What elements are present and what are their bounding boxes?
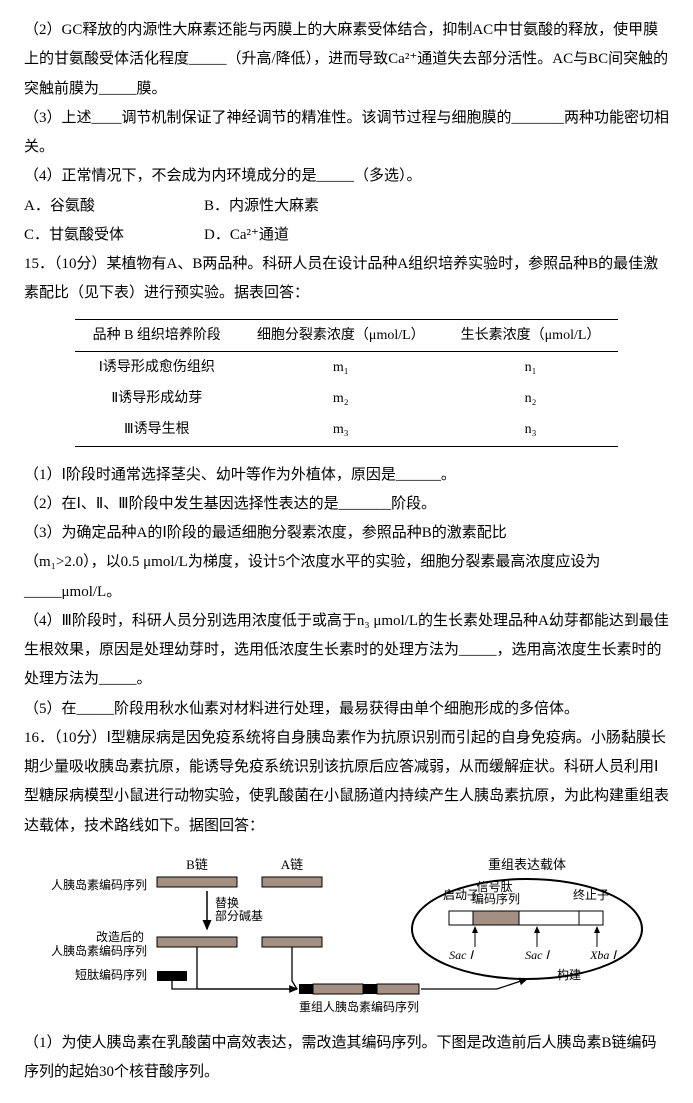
arrow-left-merge-2 (292, 947, 297, 989)
cell: m₂ (239, 383, 443, 414)
label-xba1: Xba Ⅰ (589, 948, 617, 962)
q14-choice-b: B．内源性大麻素 (204, 192, 384, 221)
cell: Ⅱ诱导形成幼芽 (75, 383, 239, 414)
cell: Ⅲ诱导生根 (75, 414, 239, 446)
q16-part1: （1）为使人胰岛素在乳酸菌中高效表达，需改造其编码序列。下图是改造前后人胰岛素B… (24, 1029, 669, 1088)
q14-choices-row2: C．甘氨酸受体 D．Ca²⁺通道 (24, 221, 669, 250)
cell: m₃ (239, 414, 443, 446)
q15-part2: （2）在Ⅰ、Ⅱ、Ⅲ阶段中发生基因选择性表达的是_______阶段。 (24, 490, 669, 519)
cell: n₂ (443, 383, 619, 414)
q15-part4: （4）Ⅲ阶段时，科研人员分别选用浓度低于或高于n₃ μmol/L的生长素处理品种… (24, 607, 669, 695)
q15-part5: （5）在_____阶段用秋水仙素对材料进行处理，最易获得由单个细胞形成的多倍体。 (24, 695, 669, 724)
cell: n₃ (443, 414, 619, 446)
q15-th-1: 细胞分裂素浓度（μmol/L） (239, 319, 443, 351)
q15-stem: 15．（10分）某植物有A、B两品种。科研人员在设计品种A组织培养实验时，参照品… (24, 250, 669, 309)
arrow-build (421, 979, 527, 989)
bar-a-mod (262, 937, 322, 947)
q14-choice-d: D．Ca²⁺通道 (204, 221, 384, 250)
label-build: 构建 (557, 967, 581, 982)
arrow-left-merge-3 (172, 981, 297, 989)
q15-part1: （1）Ⅰ阶段时通常选择茎尖、幼叶等作为外植体，原因是______。 (24, 461, 669, 490)
table-row: Ⅱ诱导形成幼芽 m₂ n₂ (75, 383, 619, 414)
q15-part3a: （3）为确定品种A的Ⅰ阶段的最适细胞分裂素浓度，参照品种B的激素配比 (24, 519, 669, 548)
q16-figure: 人胰岛素编码序列 B链 A链 替换 部分碱基 改造后的 人胰岛素编码序列 短肽编… (24, 851, 669, 1021)
label-terminator: 终止子 (572, 887, 608, 902)
cell: m₁ (239, 351, 443, 383)
q14-part3: （3）上述____调节机制保证了神经调节的精准性。该调节过程与细胞膜的_____… (24, 104, 669, 163)
q15-th-0: 品种 B 组织培养阶段 (75, 319, 239, 351)
table-row: Ⅰ诱导形成愈伤组织 m₁ n₁ (75, 351, 619, 383)
q14-choice-c: C．甘氨酸受体 (24, 221, 204, 250)
q14-choice-a: A．谷氨酸 (24, 192, 204, 221)
bar-short-pep (157, 971, 187, 981)
q14-part4: （4）正常情况下，不会成为内环境成分的是_____（多选）。 (24, 162, 669, 191)
bar-a-chain (262, 877, 322, 887)
q15-part3b: （m₁>2.0），以0.5 μmol/L为梯度，设计5个浓度水平的实验，细胞分裂… (24, 548, 669, 607)
bar-b-mod (157, 937, 237, 947)
label-a-chain: A链 (280, 857, 302, 872)
cell: n₁ (443, 351, 619, 383)
label-insulin-seq: 人胰岛素编码序列 (50, 877, 146, 892)
label-b-chain: B链 (186, 857, 208, 872)
label-vector-title: 重组表达载体 (487, 857, 565, 872)
q14-choices-row1: A．谷氨酸 B．内源性大麻素 (24, 192, 669, 221)
label-signal: 信号肽 编码序列 (471, 879, 519, 906)
gene-cassette (449, 911, 603, 925)
q14-part2: （2）GC释放的内源性大麻素还能与丙膜上的大麻素受体结合，抑制AC中甘氨酸的释放… (24, 16, 669, 104)
q15-th-2: 生长素浓度（μmol/L） (443, 319, 619, 351)
q16-stem: 16．（10分）Ⅰ型糖尿病是因免疫系统将自身胰岛素作为抗原识别而引起的自身免疫病… (24, 724, 669, 841)
label-recomb: 重组人胰岛素编码序列 (298, 999, 418, 1014)
label-sac1-b: Sac Ⅰ (525, 948, 550, 962)
recomb-bar (299, 984, 419, 994)
label-short-pep: 短肽编码序列 (74, 967, 146, 982)
label-sac1-a: Sac Ⅰ (449, 948, 474, 962)
table-row: Ⅲ诱导生根 m₃ n₃ (75, 414, 619, 446)
q15-table: 品种 B 组织培养阶段 细胞分裂素浓度（μmol/L） 生长素浓度（μmol/L… (75, 319, 619, 447)
label-replace: 替换 部分碱基 (215, 896, 263, 923)
arrow-left-merge-1 (197, 947, 297, 989)
label-modified: 改造后的 人胰岛素编码序列 (50, 929, 146, 958)
cell: Ⅰ诱导形成愈伤组织 (75, 351, 239, 383)
bar-b-chain (157, 877, 237, 887)
